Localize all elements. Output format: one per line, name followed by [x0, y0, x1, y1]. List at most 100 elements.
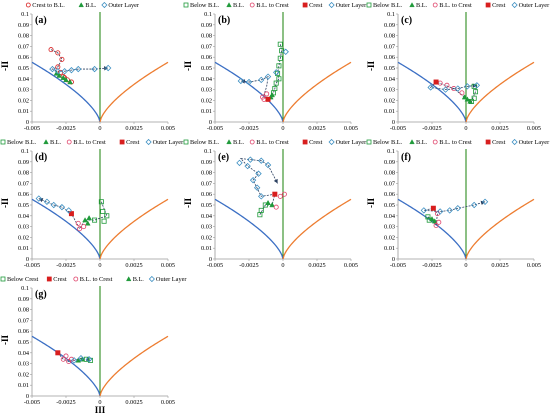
legend-marker [328, 138, 335, 146]
y-tick-label: 0.05 [201, 202, 212, 209]
x-tick-label: 0.0025 [125, 262, 142, 269]
legend-marker [511, 1, 518, 9]
data-point [451, 86, 457, 92]
legend-label: B.L. [233, 2, 245, 9]
y-axis-label: -II [0, 198, 10, 208]
data-point [281, 191, 287, 197]
legend-label: B.L. [133, 276, 145, 283]
data-point [277, 41, 283, 47]
panel-b: 0 0.01 0.02 0.03 0.04 0.05 0.06 0.07 0.08 0.09 0.1… [183, 1, 367, 132]
legend-label: Below Crest [7, 276, 39, 283]
data-point [82, 217, 88, 223]
data-point [77, 355, 85, 362]
data-point [277, 55, 283, 61]
data-point [442, 86, 449, 93]
legend-label: B.L. [50, 139, 62, 146]
legend-marker [43, 139, 49, 145]
data-point [436, 208, 444, 215]
legend-label: Outer Layer [153, 139, 184, 146]
trajectory-line [240, 44, 283, 100]
legend-marker [249, 139, 255, 145]
left-branch-curve [397, 61, 467, 123]
data-point [473, 82, 481, 89]
data-point [276, 63, 282, 69]
y-tick-label: 0.06 [201, 54, 212, 61]
legend-marker [183, 139, 189, 145]
x-tick-label: -0.0025 [56, 399, 75, 406]
legend-marker [485, 2, 491, 8]
x-tick-label: -0.0025 [56, 125, 75, 132]
y-tick-label: 0 [209, 256, 212, 263]
legend-label: B.L. to Crest [80, 276, 113, 283]
y-axis-label: -II [183, 198, 193, 208]
data-point [50, 201, 57, 209]
legend-marker [302, 2, 308, 8]
left-branch-curve [31, 198, 101, 260]
legend-marker [409, 2, 415, 8]
legend-label: Below B.L. [373, 2, 403, 9]
legend-label: Below B.L. [190, 139, 220, 146]
y-tick-label: 0.09 [201, 159, 212, 166]
panel-label: (c) [401, 15, 412, 26]
data-point [54, 68, 62, 75]
y-tick-label: 0.05 [384, 65, 395, 72]
data-point [98, 199, 104, 205]
y-tick-label: 0.09 [384, 22, 395, 29]
x-tick-label: -0.005 [24, 262, 40, 269]
y-tick-label: 0.02 [18, 234, 29, 241]
y-tick-label: 0.01 [384, 108, 395, 115]
y-tick-label: 0.05 [18, 202, 29, 209]
legend-label: Crest [53, 276, 67, 283]
x-tick-label: 0 [281, 125, 284, 132]
data-point [58, 203, 66, 211]
panel-c: 0 0.01 0.02 0.03 0.04 0.05 0.06 0.07 0.08 0.09 0.1… [366, 1, 550, 132]
y-tick-label: 0 [392, 256, 395, 263]
y-tick-label: 0.01 [201, 108, 212, 115]
legend-marker [511, 138, 518, 146]
legend-marker [119, 139, 125, 145]
legend-marker [46, 276, 52, 282]
legend-marker [432, 139, 438, 145]
legend-label: Below B.L. [373, 139, 403, 146]
right-branch-curve [465, 198, 535, 260]
y-tick-label: 0.08 [18, 33, 29, 40]
legend-marker [78, 2, 84, 8]
data-point [237, 77, 245, 85]
y-tick-label: 0.07 [201, 43, 212, 50]
y-tick-label: 0.05 [18, 65, 29, 72]
x-tick-label: 0 [464, 262, 467, 269]
y-tick-label: 0.01 [384, 245, 395, 252]
data-point [92, 217, 98, 223]
data-point [61, 68, 68, 75]
data-point [276, 76, 282, 82]
y-tick-label: 0.05 [18, 339, 29, 346]
y-tick-label: 0.07 [201, 180, 212, 187]
legend-marker [366, 139, 372, 145]
data-point [420, 207, 428, 214]
data-point [101, 218, 107, 224]
legend-label: Outer Layer [519, 2, 550, 9]
data-point [77, 226, 83, 232]
data-point [265, 199, 271, 206]
panel-label: (a) [35, 15, 47, 26]
x-tick-label: -0.0025 [422, 125, 441, 132]
y-tick-label: 0.09 [18, 22, 29, 29]
y-tick-label: 0.02 [18, 97, 29, 104]
data-point [55, 350, 61, 356]
x-tick-label: 0.005 [161, 125, 175, 132]
legend-label: Outer Layer [156, 276, 187, 283]
data-point [454, 85, 462, 92]
data-point [264, 91, 270, 97]
y-tick-label: 0.1 [204, 148, 212, 155]
panel-label: (f) [401, 152, 411, 163]
legend-label: B.L. [416, 139, 428, 146]
data-point [55, 50, 61, 56]
legend-label: B.L. to Crest [73, 139, 106, 146]
y-tick-label: 0.06 [384, 54, 395, 61]
y-axis-label: -II [183, 61, 193, 71]
panel-label: (g) [35, 289, 47, 300]
x-tick-label: 0.005 [527, 262, 541, 269]
data-point [481, 198, 489, 205]
y-tick-label: 0.09 [201, 22, 212, 29]
x-tick-label: 0.0025 [491, 262, 508, 269]
